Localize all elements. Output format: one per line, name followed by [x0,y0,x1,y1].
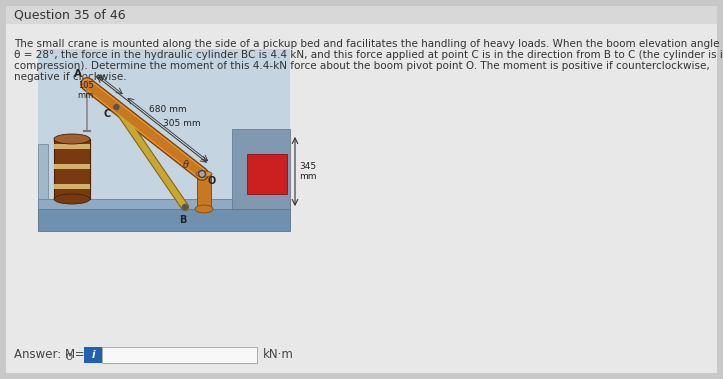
Text: i: i [91,350,95,360]
Bar [38,144,48,199]
Bar [102,347,257,363]
Bar [38,199,290,209]
Bar [84,347,102,363]
Circle shape [114,105,119,110]
Text: 305 mm: 305 mm [163,119,201,128]
Bar [38,209,290,231]
Bar [197,174,211,209]
Circle shape [199,171,205,177]
Text: 105
mm: 105 mm [77,81,93,100]
Circle shape [182,205,187,210]
Circle shape [200,172,204,176]
Ellipse shape [54,134,90,144]
Text: 345
mm: 345 mm [299,162,317,181]
Text: C: C [103,109,111,119]
Text: Question 35 of 46: Question 35 of 46 [14,8,126,22]
Text: θ = 28°, the force in the hydraulic cylinder BC is 4.4 kN, and this force applie: θ = 28°, the force in the hydraulic cyli… [14,50,723,60]
Text: A: A [74,69,82,79]
Text: B: B [179,215,187,225]
Text: θ: θ [183,160,189,170]
Text: Answer: M: Answer: M [14,349,75,362]
Bar [54,144,90,149]
Text: O: O [207,176,215,186]
Bar [54,184,90,189]
Text: The small crane is mounted along the side of a pickup bed and facilitates the ha: The small crane is mounted along the sid… [14,39,723,49]
Ellipse shape [195,205,213,213]
Text: =: = [71,349,85,362]
Text: 680 mm: 680 mm [150,105,187,114]
Text: kN·m: kN·m [263,349,294,362]
Bar [247,154,287,194]
Text: O: O [65,353,72,362]
Bar [6,6,717,24]
Text: compression). Determine the moment of this 4.4-kN force about the boom pivot poi: compression). Determine the moment of th… [14,61,710,71]
Bar [54,164,90,169]
Bar [54,139,90,199]
Bar [232,129,290,209]
Text: negative if clockwise.: negative if clockwise. [14,72,127,82]
Ellipse shape [54,194,90,204]
Ellipse shape [196,171,212,177]
Bar [38,49,290,231]
